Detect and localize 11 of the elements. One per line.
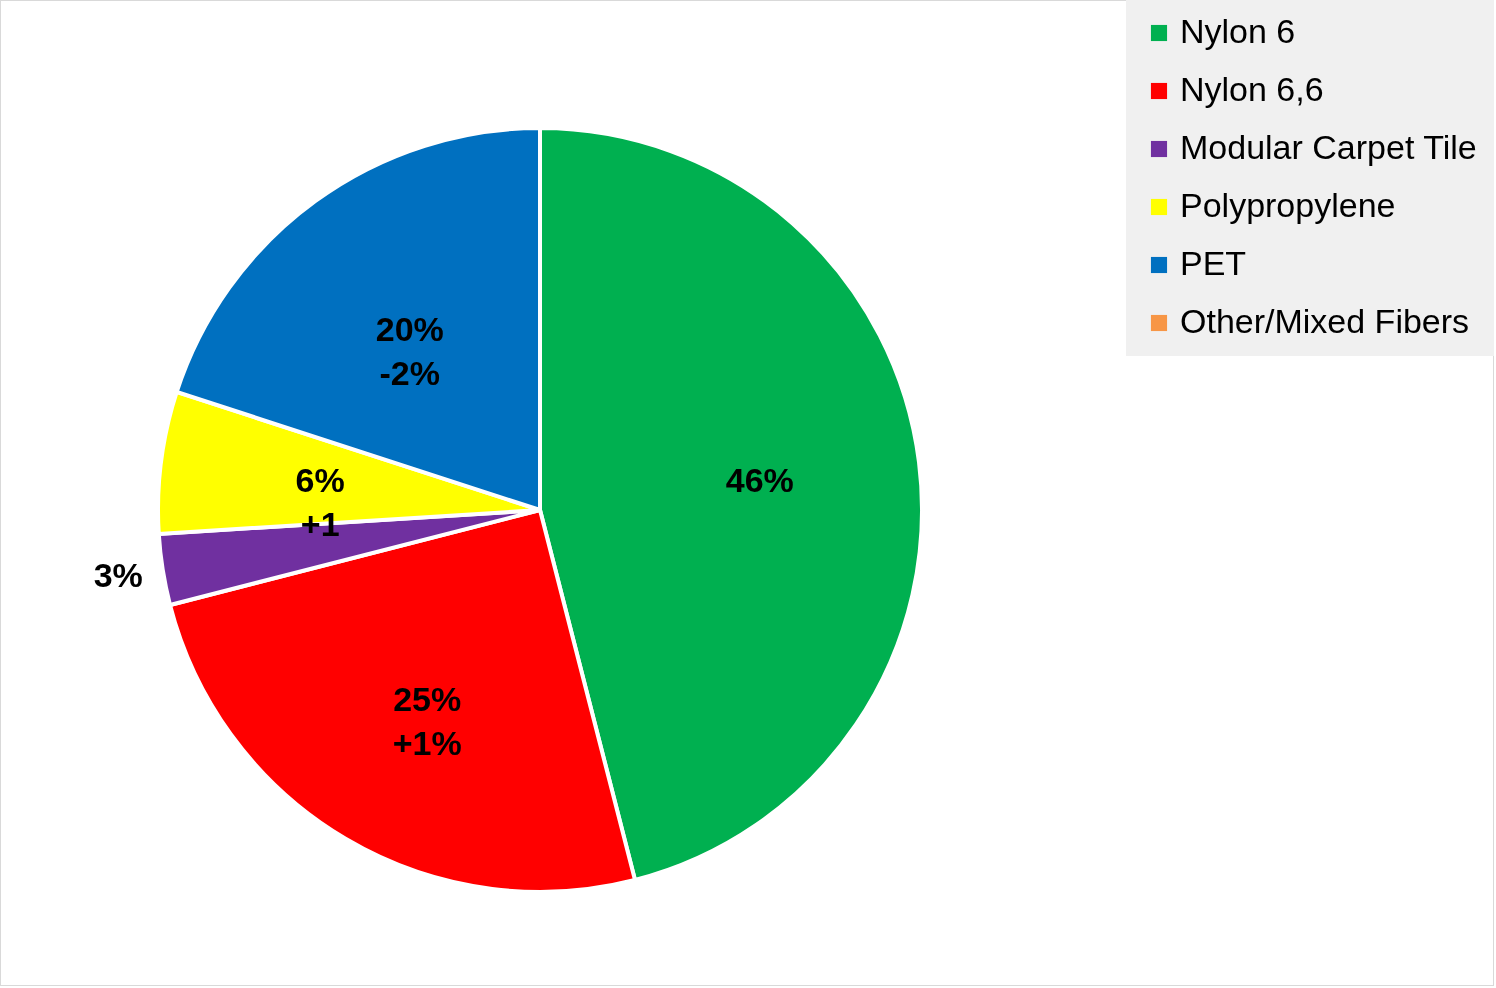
legend-label: Other/Mixed Fibers bbox=[1180, 302, 1470, 340]
data-label: 6% +1 bbox=[295, 461, 345, 544]
legend-label: Nylon 6 bbox=[1180, 12, 1296, 50]
data-label: 3% bbox=[93, 555, 143, 594]
data-label: 20% -2% bbox=[375, 309, 444, 392]
legend-label: Modular Carpet Tile bbox=[1180, 128, 1477, 166]
data-label: 46% bbox=[725, 461, 794, 500]
data-label: 25% +1% bbox=[392, 679, 462, 762]
legend-label: Nylon 6,6 bbox=[1180, 70, 1324, 108]
legend-label: Polypropylene bbox=[1180, 186, 1396, 224]
legend-label: PET bbox=[1180, 244, 1247, 282]
